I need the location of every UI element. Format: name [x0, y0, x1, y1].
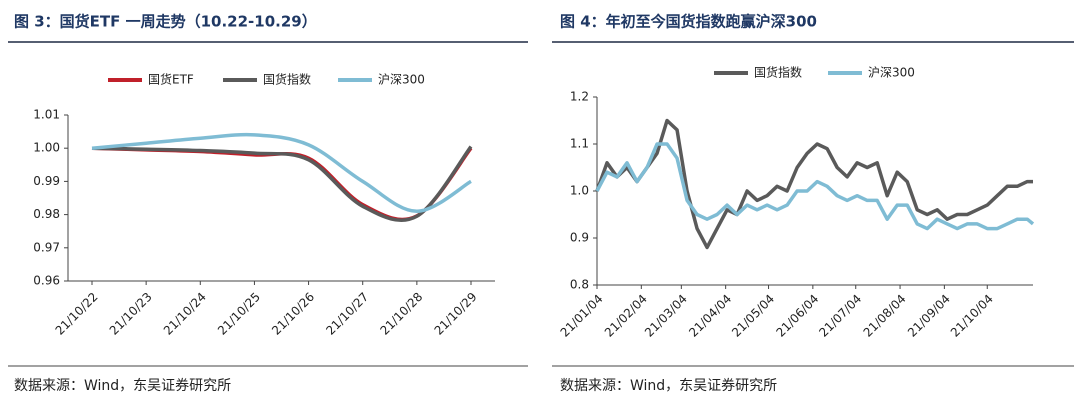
y-tick-label: 1.1	[570, 137, 589, 151]
source: 数据来源：Wind，东吴证券研究所	[560, 378, 777, 394]
legend-label: 国货ETF	[148, 72, 194, 87]
series-line	[595, 118, 1033, 250]
y-tick-label: 1.0	[570, 184, 589, 198]
y-tick-label: 0.99	[33, 174, 60, 188]
legend-label: 沪深300	[378, 73, 425, 87]
y-tick-label: 1.01	[33, 108, 60, 122]
y-tick-label: 1.2	[570, 90, 589, 104]
legend-label: 国货指数	[754, 65, 802, 80]
legend-label: 沪深300	[868, 66, 915, 80]
chart-title: 图 3：国货ETF 一周走势（10.22-10.29）	[14, 13, 317, 31]
y-tick-label: 0.97	[33, 240, 60, 254]
y-tick-label: 0.9	[570, 231, 589, 245]
y-tick-label: 1.00	[33, 141, 60, 155]
chart-title: 图 4：年初至今国货指数跑赢沪深300	[560, 13, 817, 31]
series-line	[91, 132, 472, 214]
y-tick-label: 0.98	[33, 207, 60, 221]
series-line	[91, 145, 473, 222]
y-tick-label: 0.8	[570, 278, 589, 292]
legend-label: 国货指数	[263, 72, 311, 87]
y-tick-label: 0.96	[33, 274, 60, 288]
source: 数据来源：Wind，东吴证券研究所	[14, 378, 231, 394]
series-line	[595, 142, 1035, 231]
